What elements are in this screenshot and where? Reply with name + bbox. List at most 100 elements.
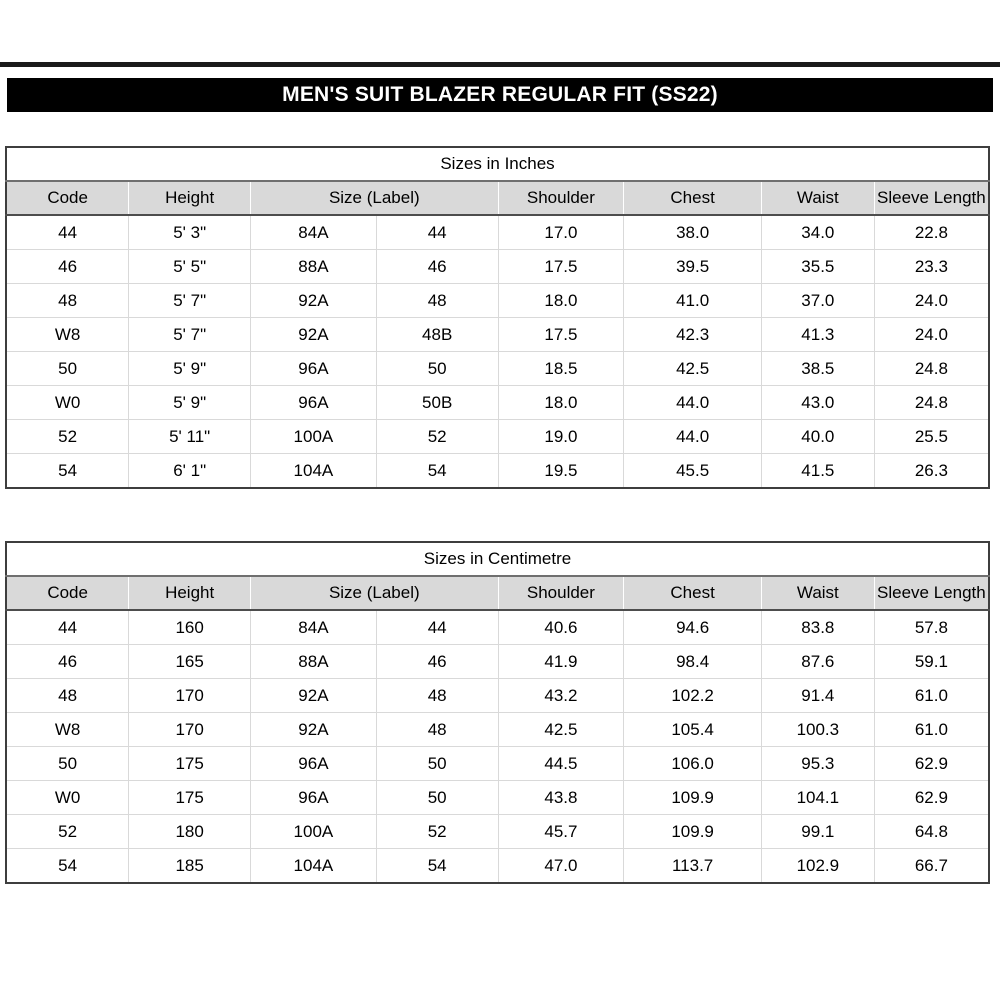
cell: 48 xyxy=(376,678,499,713)
cell: 165 xyxy=(128,644,252,679)
table-row: 50 175 96A 50 44.5 106.0 95.3 62.9 xyxy=(6,746,989,781)
cell: 46 xyxy=(6,249,130,284)
table-title-row: Sizes in Inches xyxy=(6,147,989,182)
column-header-shoulder: Shoulder xyxy=(498,576,625,611)
cell: 62.9 xyxy=(874,746,989,781)
cell: 50 xyxy=(376,351,499,386)
cell: 44 xyxy=(6,610,130,645)
cell: 24.8 xyxy=(874,385,989,420)
cell: 61.0 xyxy=(874,678,989,713)
cell: 48 xyxy=(376,712,499,747)
cell: 92A xyxy=(250,317,377,352)
cell: 5' 9" xyxy=(128,385,252,420)
cell: 52 xyxy=(376,419,499,454)
page-title-banner: MEN'S SUIT BLAZER REGULAR FIT (SS22) xyxy=(7,78,993,112)
column-header-chest: Chest xyxy=(623,576,762,611)
cell: 96A xyxy=(250,746,377,781)
cell: 180 xyxy=(128,814,252,849)
cell: 109.9 xyxy=(623,780,762,815)
cell: W0 xyxy=(6,385,130,420)
cell: 84A xyxy=(250,215,377,250)
cell: 5' 7" xyxy=(128,283,252,318)
cell: 54 xyxy=(6,848,130,883)
cell: 44.0 xyxy=(623,385,762,420)
cell: 23.3 xyxy=(874,249,989,284)
table-row: W8 5' 7" 92A 48B 17.5 42.3 41.3 24.0 xyxy=(6,317,989,352)
table-header-row: Code Height Size (Label) Shoulder Chest Waist… xyxy=(6,181,989,216)
cell: 38.5 xyxy=(761,351,875,386)
cell: 17.5 xyxy=(498,249,625,284)
column-header-chest: Chest xyxy=(623,181,762,216)
cell: 24.8 xyxy=(874,351,989,386)
cell: 5' 11" xyxy=(128,419,252,454)
cell: 19.5 xyxy=(498,453,625,488)
cell: 18.5 xyxy=(498,351,625,386)
column-header-height: Height xyxy=(128,576,252,611)
cell: 52 xyxy=(6,419,130,454)
cell: 50 xyxy=(376,780,499,815)
cell: 42.5 xyxy=(498,712,625,747)
cell: 175 xyxy=(128,780,252,815)
cell: W0 xyxy=(6,780,130,815)
cell: 54 xyxy=(376,848,499,883)
cell: 94.6 xyxy=(623,610,762,645)
cell: 109.9 xyxy=(623,814,762,849)
cell: 46 xyxy=(376,644,499,679)
cell: 45.7 xyxy=(498,814,625,849)
cell: W8 xyxy=(6,712,130,747)
cell: 102.9 xyxy=(761,848,875,883)
cell: 26.3 xyxy=(874,453,989,488)
table-row: W0 175 96A 50 43.8 109.9 104.1 62.9 xyxy=(6,780,989,815)
cell: 46 xyxy=(6,644,130,679)
column-header-waist: Waist xyxy=(761,576,875,611)
column-header-waist: Waist xyxy=(761,181,875,216)
table-row: 48 5' 7" 92A 48 18.0 41.0 37.0 24.0 xyxy=(6,283,989,318)
cell: 83.8 xyxy=(761,610,875,645)
cell: 42.5 xyxy=(623,351,762,386)
cell: 61.0 xyxy=(874,712,989,747)
top-divider-rule xyxy=(0,62,1000,67)
cell: 87.6 xyxy=(761,644,875,679)
cell: 41.9 xyxy=(498,644,625,679)
column-header-sleeve-length: Sleeve Length xyxy=(874,576,989,611)
table-row: 44 5' 3" 84A 44 17.0 38.0 34.0 22.8 xyxy=(6,215,989,250)
cell: 113.7 xyxy=(623,848,762,883)
cell: 48 xyxy=(6,678,130,713)
cell: 104A xyxy=(250,848,377,883)
cell: 43.0 xyxy=(761,385,875,420)
cell: 104A xyxy=(250,453,377,488)
cell: 92A xyxy=(250,678,377,713)
table-title: Sizes in Centimetre xyxy=(6,542,989,577)
table-row: 52 180 100A 52 45.7 109.9 99.1 64.8 xyxy=(6,814,989,849)
cell: 64.8 xyxy=(874,814,989,849)
cell: 52 xyxy=(376,814,499,849)
cell: 92A xyxy=(250,712,377,747)
cell: 44 xyxy=(6,215,130,250)
cell: 6' 1" xyxy=(128,453,252,488)
cell: 18.0 xyxy=(498,385,625,420)
cell: 52 xyxy=(6,814,130,849)
cell: 100A xyxy=(250,814,377,849)
cell: 41.3 xyxy=(761,317,875,352)
cell: 170 xyxy=(128,678,252,713)
cell: 66.7 xyxy=(874,848,989,883)
table-row: 44 160 84A 44 40.6 94.6 83.8 57.8 xyxy=(6,610,989,645)
cell: 160 xyxy=(128,610,252,645)
cell: 43.8 xyxy=(498,780,625,815)
cell: 50 xyxy=(6,746,130,781)
table-row: 46 5' 5" 88A 46 17.5 39.5 35.5 23.3 xyxy=(6,249,989,284)
cell: 34.0 xyxy=(761,215,875,250)
column-header-height: Height xyxy=(128,181,252,216)
cell: 37.0 xyxy=(761,283,875,318)
cell: 48 xyxy=(376,283,499,318)
cell: 99.1 xyxy=(761,814,875,849)
cell: 5' 9" xyxy=(128,351,252,386)
cell: 40.0 xyxy=(761,419,875,454)
cell: 24.0 xyxy=(874,283,989,318)
cell: 48B xyxy=(376,317,499,352)
cell: 92A xyxy=(250,283,377,318)
cell: 96A xyxy=(250,780,377,815)
size-table: Sizes in Centimetre Code Height Size (Labe… xyxy=(5,541,990,884)
cell: 50 xyxy=(376,746,499,781)
column-header-code: Code xyxy=(6,576,130,611)
